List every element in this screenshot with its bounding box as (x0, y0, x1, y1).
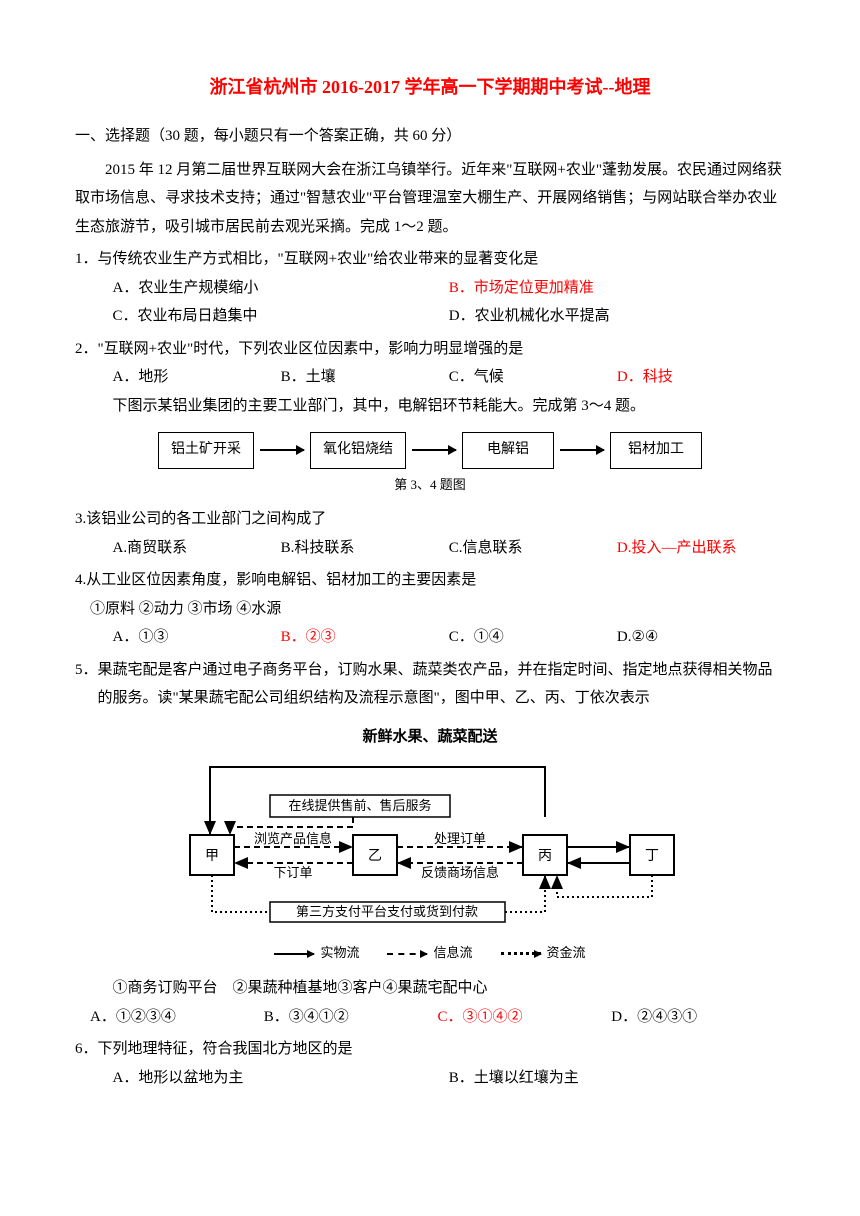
q5-opt-c: C．③①④② (438, 1003, 612, 1032)
q4-opt-d: D.②④ (617, 623, 785, 652)
q4-sub: ①原料 ②动力 ③市场 ④水源 (75, 595, 785, 624)
q4-opt-c: C．①④ (449, 623, 617, 652)
arrow-icon (412, 449, 456, 451)
q3-opt-b: B.科技联系 (281, 534, 449, 563)
q5-opt-a: A．①②③④ (90, 1003, 264, 1032)
legend-solid-label: 实物流 (320, 941, 359, 966)
q5-stem: 5．果蔬宅配是客户通过电子商务平台，订购水果、蔬菜类农产品，并在指定时间、指定地… (75, 656, 785, 713)
diagram-1-caption: 第 3、4 题图 (75, 473, 785, 498)
legend-dash-label: 信息流 (433, 941, 472, 966)
question-3: 3.该铝业公司的各工业部门之间构成了 A.商贸联系 B.科技联系 C.信息联系 … (75, 505, 785, 562)
q5-opt-b: B．③④①② (264, 1003, 438, 1032)
q4-stem: 4.从工业区位因素角度，影响电解铝、铝材加工的主要因素是 (75, 566, 785, 595)
flow-node-4: 铝材加工 (610, 432, 702, 469)
question-5: 5．果蔬宅配是客户通过电子商务平台，订购水果、蔬菜类农产品，并在指定时间、指定地… (75, 656, 785, 713)
legend-dot-icon (501, 952, 541, 955)
q2-stem: 2．"互联网+农业"时代，下列农业区位因素中，影响力明显增强的是 (75, 335, 785, 364)
diagram-2-svg: 在线提供售前、售后服务 甲 乙 丙 丁 浏览产品信息 下订单 处理订单 反馈商场… (175, 757, 685, 937)
q1-stem: 1．与传统农业生产方式相比，"互联网+农业"给农业带来的显著变化是 (75, 245, 785, 274)
q2-opt-c: C．气候 (449, 363, 617, 392)
flow-node-3: 电解铝 (462, 432, 554, 469)
edge-label-feedback: 反馈商场信息 (421, 865, 499, 880)
intro-paragraph-2: 下图示某铝业集团的主要工业部门，其中，电解铝环节耗能大。完成第 3～4 题。 (75, 392, 785, 421)
node-bing: 丙 (538, 850, 552, 865)
question-5-options: ①商务订购平台 ②果蔬种植基地③客户④果蔬宅配中心 A．①②③④ B．③④①② … (75, 974, 785, 1031)
legend-solid-icon (274, 953, 314, 955)
flow-node-2: 氧化铝烧结 (310, 432, 406, 469)
node-jia: 甲 (205, 850, 219, 865)
question-4: 4.从工业区位因素角度，影响电解铝、铝材加工的主要因素是 ①原料 ②动力 ③市场… (75, 566, 785, 652)
q6-opt-a: A．地形以盆地为主 (113, 1064, 449, 1093)
edge-label-order: 下订单 (273, 865, 312, 880)
edge-label-process: 处理订单 (434, 831, 486, 846)
diagram-1-flowchart: 铝土矿开采 氧化铝烧结 电解铝 铝材加工 (75, 432, 785, 469)
q3-stem: 3.该铝业公司的各工业部门之间构成了 (75, 505, 785, 534)
exam-title: 浙江省杭州市 2016-2017 学年高一下学期期中考试--地理 (75, 70, 785, 104)
edge-label-payment: 第三方支付平台支付或货到付款 (296, 904, 478, 919)
q3-opt-d: D.投入—产出联系 (617, 534, 785, 563)
q4-opt-a: A．①③ (113, 623, 281, 652)
q1-opt-a: A．农业生产规模缩小 (113, 274, 449, 303)
node-yi: 乙 (368, 849, 382, 865)
q1-opt-d: D．农业机械化水平提高 (449, 302, 785, 331)
q3-opt-a: A.商贸联系 (113, 534, 281, 563)
q3-opt-c: C.信息联系 (449, 534, 617, 563)
node-ding: 丁 (645, 850, 659, 865)
legend-dash-icon (387, 953, 427, 955)
q5-opt-d: D．②④③① (611, 1003, 785, 1032)
arrow-icon (560, 449, 604, 451)
question-6: 6．下列地理特征，符合我国北方地区的是 A．地形以盆地为主 B．土壤以红壤为主 (75, 1035, 785, 1092)
flow-node-1: 铝土矿开采 (158, 432, 254, 469)
arrow-icon (260, 449, 304, 451)
edge-label-service: 在线提供售前、售后服务 (288, 798, 431, 813)
diagram-2-legend: 实物流 信息流 资金流 (175, 941, 685, 966)
edge-label-browse: 浏览产品信息 (254, 831, 332, 846)
q6-stem: 6．下列地理特征，符合我国北方地区的是 (75, 1035, 785, 1064)
intro-paragraph-1: 2015 年 12 月第二届世界互联网大会在浙江乌镇举行。近年来"互联网+农业"… (75, 156, 785, 242)
diagram-2-title: 新鲜水果、蔬菜配送 (175, 723, 685, 752)
legend-dot-label: 资金流 (547, 941, 586, 966)
q5-sub: ①商务订购平台 ②果蔬种植基地③客户④果蔬宅配中心 (75, 974, 785, 1003)
section-heading: 一、选择题（30 题，每小题只有一个答案正确，共 60 分） (75, 122, 785, 151)
q2-opt-a: A．地形 (113, 363, 281, 392)
question-2: 2．"互联网+农业"时代，下列农业区位因素中，影响力明显增强的是 A．地形 B．… (75, 335, 785, 392)
q6-opt-b: B．土壤以红壤为主 (449, 1064, 785, 1093)
q1-opt-b: B．市场定位更加精准 (449, 274, 785, 303)
question-1: 1．与传统农业生产方式相比，"互联网+农业"给农业带来的显著变化是 A．农业生产… (75, 245, 785, 331)
q2-opt-d: D．科技 (617, 363, 785, 392)
q1-opt-c: C．农业布局日趋集中 (113, 302, 449, 331)
diagram-2-flowchart: 新鲜水果、蔬菜配送 在线提供售前、售后服务 甲 乙 丙 丁 浏览产品信息 下订单… (175, 723, 685, 966)
q4-opt-b: B．②③ (281, 623, 449, 652)
q2-opt-b: B．土壤 (281, 363, 449, 392)
